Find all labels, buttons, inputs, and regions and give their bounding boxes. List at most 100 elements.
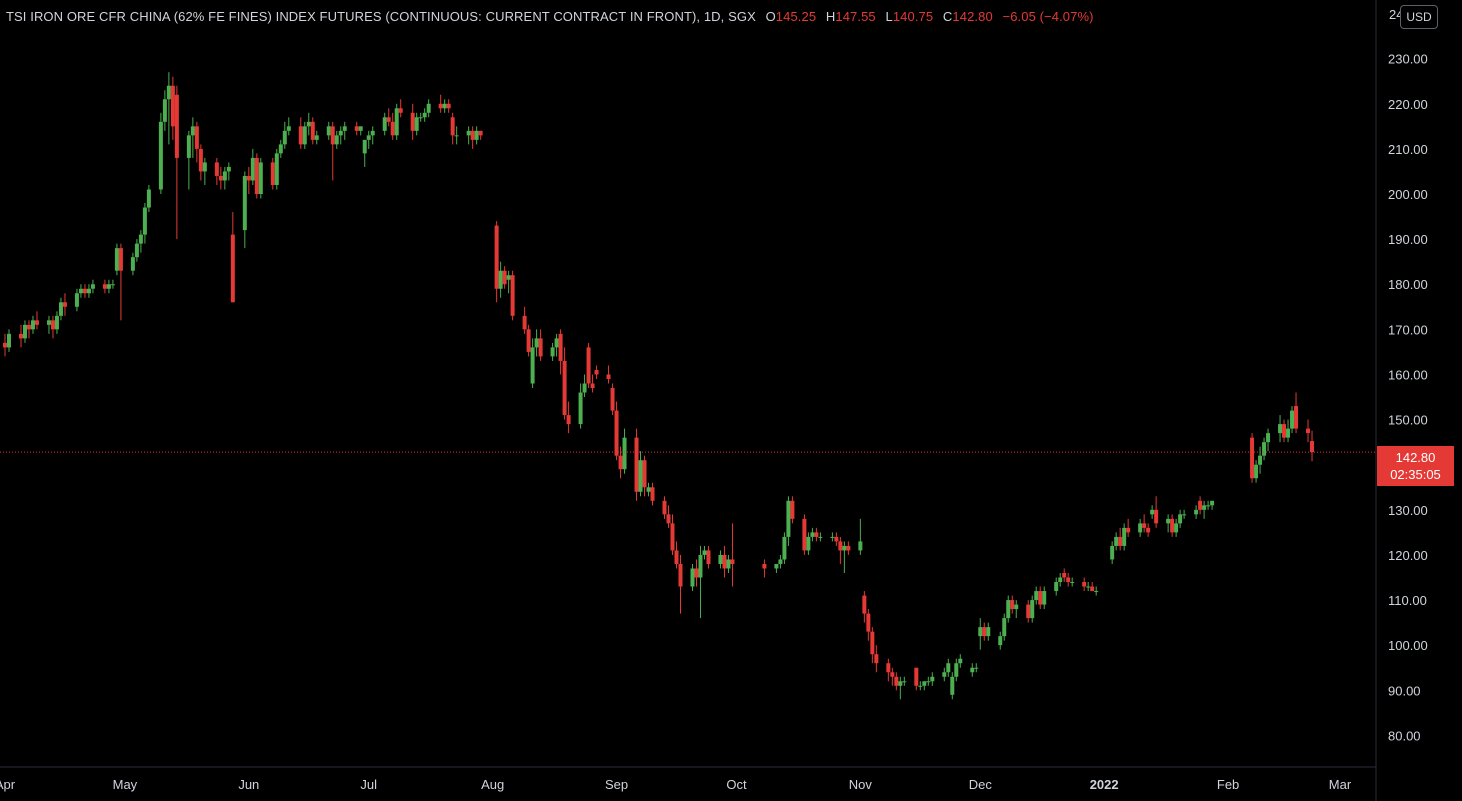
candle[interactable] <box>158 112 163 195</box>
candle[interactable] <box>678 554 683 614</box>
candle[interactable] <box>958 654 963 668</box>
candle[interactable] <box>58 297 63 321</box>
candle[interactable] <box>502 266 507 289</box>
candle[interactable] <box>330 121 335 181</box>
candle[interactable] <box>1258 446 1263 474</box>
candle[interactable] <box>454 126 459 145</box>
candle[interactable] <box>818 532 823 542</box>
candle[interactable] <box>662 496 667 519</box>
candle[interactable] <box>622 428 627 474</box>
candle[interactable] <box>1118 527 1123 551</box>
candle[interactable] <box>810 527 815 542</box>
candle[interactable] <box>162 90 167 131</box>
candle[interactable] <box>562 347 567 420</box>
candle[interactable] <box>970 663 975 677</box>
candle[interactable] <box>778 554 783 569</box>
candle[interactable] <box>634 428 639 501</box>
candle[interactable] <box>442 99 447 113</box>
candle[interactable] <box>110 279 115 289</box>
price-axis[interactable]: 80.0090.00100.00110.00120.00130.00140.00… <box>1388 52 1428 744</box>
candle[interactable] <box>1210 500 1215 510</box>
candle[interactable] <box>298 117 303 149</box>
candle[interactable] <box>522 306 527 334</box>
candle[interactable] <box>538 329 543 361</box>
candle[interactable] <box>3 333 7 357</box>
candle[interactable] <box>1114 532 1119 551</box>
candle[interactable] <box>762 559 767 578</box>
candle[interactable] <box>926 676 931 686</box>
candle[interactable] <box>902 676 907 686</box>
candle[interactable] <box>1198 496 1203 515</box>
candle[interactable] <box>214 157 219 185</box>
candle[interactable] <box>382 112 387 136</box>
candle[interactable] <box>1154 496 1159 528</box>
candle[interactable] <box>1042 586 1047 610</box>
candle[interactable] <box>702 545 707 560</box>
candle[interactable] <box>674 541 679 569</box>
candle[interactable] <box>274 148 279 190</box>
currency-button[interactable]: USD <box>1400 5 1438 29</box>
candle[interactable] <box>802 514 807 555</box>
candle[interactable] <box>1174 518 1179 537</box>
candle[interactable] <box>694 559 699 587</box>
candle[interactable] <box>410 103 415 140</box>
candle[interactable] <box>1250 433 1255 483</box>
candle[interactable] <box>254 153 259 199</box>
candle[interactable] <box>706 545 711 569</box>
candle[interactable] <box>730 523 735 587</box>
candle[interactable] <box>34 311 39 330</box>
candle[interactable] <box>986 622 991 641</box>
candle[interactable] <box>190 117 195 158</box>
candle[interactable] <box>890 667 895 686</box>
candle[interactable] <box>1138 518 1143 537</box>
candle[interactable] <box>830 532 835 542</box>
candle[interactable] <box>146 184 151 213</box>
candle[interactable] <box>222 166 227 190</box>
candle[interactable] <box>1178 509 1183 528</box>
candle[interactable] <box>786 496 791 546</box>
candle[interactable] <box>1034 586 1039 605</box>
candle[interactable] <box>338 126 343 145</box>
candle[interactable] <box>310 117 315 145</box>
candle[interactable] <box>26 320 31 339</box>
candle[interactable] <box>134 239 139 262</box>
candle[interactable] <box>30 315 35 334</box>
candle[interactable] <box>278 139 283 158</box>
candle[interactable] <box>450 112 455 145</box>
candle[interactable] <box>998 631 1003 650</box>
candle[interactable] <box>1194 505 1199 519</box>
candle[interactable] <box>1146 523 1151 537</box>
candle[interactable] <box>1170 514 1175 537</box>
candle[interactable] <box>642 455 647 497</box>
candle[interactable] <box>74 288 79 312</box>
candle[interactable] <box>498 261 503 298</box>
candle[interactable] <box>438 94 443 113</box>
candle[interactable] <box>1110 541 1115 564</box>
candle[interactable] <box>142 203 147 244</box>
candle[interactable] <box>1310 430 1315 462</box>
candle[interactable] <box>914 667 919 691</box>
candle[interactable] <box>646 482 651 497</box>
candle[interactable] <box>550 342 555 361</box>
candle[interactable] <box>1278 415 1283 443</box>
candle[interactable] <box>1054 577 1059 596</box>
candle[interactable] <box>954 658 959 682</box>
candle[interactable] <box>1166 514 1171 533</box>
candle[interactable] <box>22 320 27 343</box>
candle[interactable] <box>54 311 59 334</box>
candle[interactable] <box>198 144 203 181</box>
candle[interactable] <box>426 99 431 118</box>
candle[interactable] <box>166 72 171 145</box>
candle[interactable] <box>470 126 475 149</box>
candle[interactable] <box>1070 577 1075 587</box>
candle[interactable] <box>102 279 107 294</box>
candle[interactable] <box>1266 428 1271 452</box>
candle[interactable] <box>414 112 419 136</box>
candle[interactable] <box>218 166 223 190</box>
candle[interactable] <box>1014 600 1019 619</box>
candle[interactable] <box>918 681 923 691</box>
candle[interactable] <box>1006 595 1011 623</box>
candle[interactable] <box>358 126 363 136</box>
candle[interactable] <box>870 627 875 664</box>
candle[interactable] <box>326 121 331 140</box>
